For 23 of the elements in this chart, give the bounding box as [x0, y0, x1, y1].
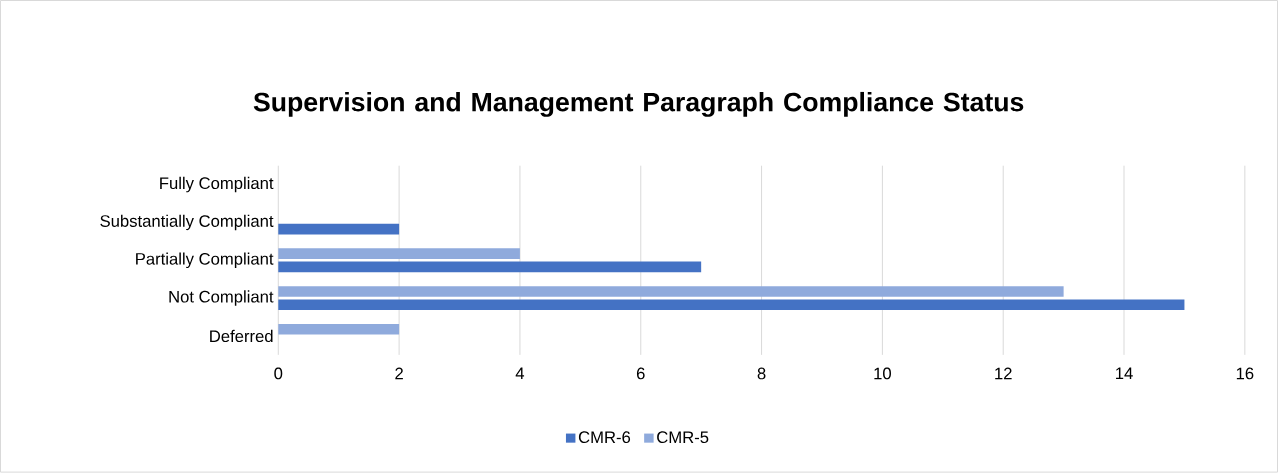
- y-tick-label: Fully Compliant: [160, 177, 274, 193]
- x-tick-label: 16: [1236, 367, 1254, 380]
- x-tick-label: 4: [515, 367, 525, 380]
- y-tick-label: Deferred: [210, 330, 273, 343]
- bar: [278, 299, 1185, 311]
- x-tick-label: 6: [636, 367, 645, 380]
- x-tick-label: 8: [757, 367, 766, 380]
- legend-label: CMR-6: [578, 431, 631, 444]
- x-tick-label: 0: [274, 367, 283, 380]
- y-tick-label: Not Compliant: [169, 290, 274, 307]
- legend-label: CMR-5: [657, 431, 709, 444]
- y-tick-label: Partially Compliant: [136, 252, 274, 269]
- bar: [278, 261, 702, 273]
- x-tick-label: 12: [995, 367, 1012, 380]
- bar: [278, 286, 1064, 297]
- y-tick-label: Substantially Compliant: [100, 214, 274, 231]
- bar: [278, 324, 400, 335]
- chart-title: Supervision and Management Paragraph Compliance Status: [253, 92, 1024, 118]
- x-tick-label: 14: [1116, 367, 1133, 380]
- bar: [278, 248, 520, 260]
- x-tick-label: 2: [395, 367, 403, 380]
- x-tick-label: 10: [874, 367, 891, 380]
- bar: [278, 223, 400, 235]
